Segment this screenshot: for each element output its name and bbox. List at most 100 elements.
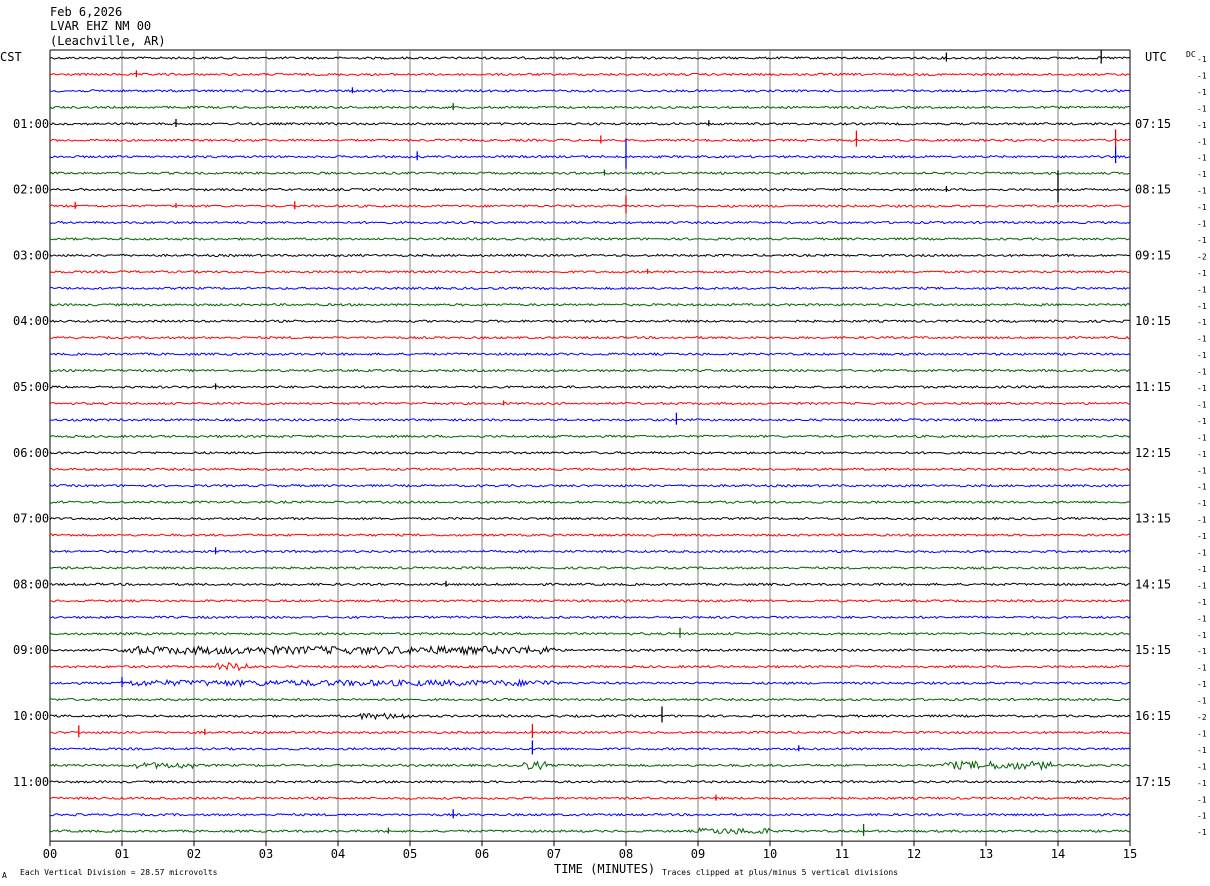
cst-hour-labels: 01:00 02:00 03:00 04:00 05:00 06:00 07:00 08:00… xyxy=(13,117,49,789)
cst-hour-label: 04:00 xyxy=(13,314,49,328)
dc-offset-label: -1 xyxy=(1197,828,1207,837)
dc-offset-label: -1 xyxy=(1197,269,1207,278)
trace-row xyxy=(49,631,1131,636)
dc-offset-label: -1 xyxy=(1197,680,1207,689)
x-tick-label: 00 xyxy=(43,847,57,861)
x-axis: 00 01 02 03 04 05 06 07 08 09 10 11 12 13 14 15 xyxy=(43,840,1137,861)
cst-hour-label: 08:00 xyxy=(13,577,49,591)
dc-offset-label: -1 xyxy=(1197,664,1207,673)
dc-offset-label: -1 xyxy=(1197,351,1207,360)
dc-offset-labels: -1 -1 -1 -1 -1 -1 -1 -1 -1 -1 -1 -1 -2 -1 -1 -1 -1 -1 -1 -1… xyxy=(1197,55,1207,837)
dc-offset-label: -1 xyxy=(1197,187,1207,196)
trace-row xyxy=(50,697,1131,702)
dc-offset-label: -1 xyxy=(1197,795,1207,804)
x-tick-label: 10 xyxy=(763,847,777,861)
x-tick-label: 15 xyxy=(1123,847,1137,861)
trace-row xyxy=(49,319,1131,324)
trace-row xyxy=(49,154,1131,159)
dc-offset-label: -1 xyxy=(1197,762,1207,771)
x-tick-label: 11 xyxy=(835,847,849,861)
trace-row xyxy=(49,121,1131,126)
dc-offset-label: -1 xyxy=(1197,499,1207,508)
x-tick-label: 05 xyxy=(403,847,417,861)
dc-offset-label: -1 xyxy=(1197,71,1207,80)
left-timezone-label: CST xyxy=(0,50,22,64)
trace-row xyxy=(49,269,1131,274)
dc-offset-label: -1 xyxy=(1197,203,1207,212)
dc-offset-label: -1 xyxy=(1197,384,1207,393)
trace-row xyxy=(49,138,1131,143)
dc-offset-label: -1 xyxy=(1197,417,1207,426)
vertical-division-note: Each Vertical Division = 28.57 microvolt… xyxy=(20,868,218,877)
trace-row xyxy=(49,418,1131,422)
right-timezone-label: UTC xyxy=(1145,50,1167,64)
utc-hour-label: 14:15 xyxy=(1135,577,1171,591)
trace-row xyxy=(49,516,1131,521)
header-date: Feb 6,2026 xyxy=(50,5,122,19)
dc-offset-label: -1 xyxy=(1197,483,1207,492)
utc-hour-label: 07:15 xyxy=(1135,117,1171,131)
trace-row xyxy=(49,759,1131,772)
dc-offset-label: -1 xyxy=(1197,302,1207,311)
utc-hour-label: 13:15 xyxy=(1135,512,1171,526)
dc-offset-label: -1 xyxy=(1197,565,1207,574)
dc-offset-label: -2 xyxy=(1197,713,1207,722)
trace-row xyxy=(49,434,1131,439)
dc-offset-label: -1 xyxy=(1197,433,1207,442)
dc-offset-label: -1 xyxy=(1197,746,1207,755)
x-tick-label: 07 xyxy=(547,847,561,861)
x-tick-label: 13 xyxy=(979,847,993,861)
x-tick-label: 04 xyxy=(331,847,345,861)
dc-offset-label: -1 xyxy=(1197,631,1207,640)
dc-offset-label: -1 xyxy=(1197,647,1207,656)
utc-hour-label: 11:15 xyxy=(1135,380,1171,394)
dc-offset-label: -1 xyxy=(1197,335,1207,344)
trace-row xyxy=(49,171,1131,175)
cst-hour-label: 03:00 xyxy=(13,248,49,262)
corner-mark: A xyxy=(2,871,7,880)
trace-row xyxy=(49,746,1131,751)
trace-row xyxy=(49,105,1131,110)
dc-offset-label: -1 xyxy=(1197,137,1207,146)
x-tick-label: 01 xyxy=(115,847,129,861)
dc-offset-label: -1 xyxy=(1197,170,1207,179)
trace-row xyxy=(49,549,1131,554)
trace-row xyxy=(49,566,1131,570)
dc-offset-label: -1 xyxy=(1197,121,1207,130)
trace-row xyxy=(49,779,1131,784)
header-station: LVAR EHZ NM 00 xyxy=(50,19,151,33)
dc-offset-label: -1 xyxy=(1197,400,1207,409)
x-tick-label: 02 xyxy=(187,847,201,861)
x-tick-label: 06 xyxy=(475,847,489,861)
dc-offset-label: -1 xyxy=(1197,104,1207,113)
dc-offset-label: -1 xyxy=(1197,614,1207,623)
trace-row xyxy=(49,678,1131,688)
dc-offset-label: -1 xyxy=(1197,779,1207,788)
trace-row xyxy=(49,615,1131,620)
trace-row xyxy=(49,401,1131,406)
utc-hour-labels: 07:15 08:15 09:15 10:15 11:15 12:15 13:15 14:15… xyxy=(1135,117,1171,789)
trace-row xyxy=(49,187,1131,192)
dc-offset-label: -1 xyxy=(1197,318,1207,327)
utc-hour-label: 12:15 xyxy=(1135,446,1171,460)
x-tick-label: 08 xyxy=(619,847,633,861)
utc-hour-label: 17:15 xyxy=(1135,775,1171,789)
trace-row xyxy=(49,827,1131,835)
dc-offset-label: -1 xyxy=(1197,581,1207,590)
x-axis-title: TIME (MINUTES) xyxy=(554,862,655,876)
trace-row xyxy=(49,500,1131,505)
trace-row xyxy=(49,812,1131,817)
utc-hour-label: 16:15 xyxy=(1135,709,1171,723)
dc-offset-label: -1 xyxy=(1197,598,1207,607)
trace-row xyxy=(49,253,1131,258)
trace-row xyxy=(49,220,1131,225)
trace-row xyxy=(49,302,1131,307)
utc-hour-label: 08:15 xyxy=(1135,183,1171,197)
x-tick-label: 12 xyxy=(907,847,921,861)
trace-row xyxy=(49,533,1131,537)
trace-row xyxy=(49,72,1131,77)
dc-offset-label: -1 xyxy=(1197,220,1207,229)
dc-offset-label: -1 xyxy=(1197,697,1207,706)
trace-row xyxy=(49,385,1131,389)
